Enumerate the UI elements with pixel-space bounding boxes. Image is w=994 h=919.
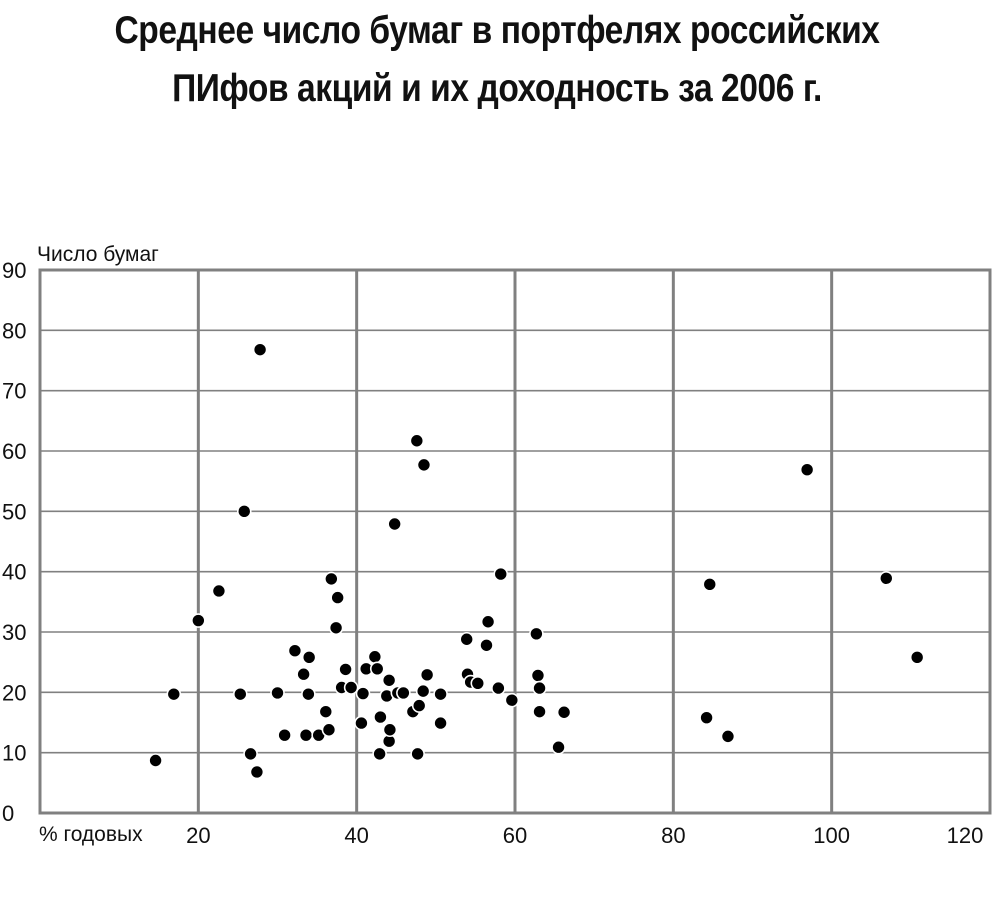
chart-title-line-2: ПИфов акций и их доходность за 2006 г. bbox=[172, 67, 822, 110]
data-point bbox=[909, 650, 925, 665]
data-point bbox=[459, 631, 475, 647]
data-point bbox=[287, 643, 303, 659]
data-point bbox=[318, 704, 334, 719]
data-point bbox=[799, 462, 815, 478]
data-point bbox=[355, 686, 371, 701]
y-tick-label: 40 bbox=[2, 560, 26, 585]
data-point bbox=[387, 516, 402, 532]
data-point bbox=[720, 729, 736, 744]
y-tick-label: 0 bbox=[2, 801, 14, 826]
data-point bbox=[530, 668, 546, 683]
data-point bbox=[504, 692, 520, 708]
data-point bbox=[249, 764, 265, 780]
y-tick-label: 70 bbox=[2, 379, 26, 404]
data-point bbox=[252, 342, 268, 357]
data-point bbox=[470, 675, 486, 691]
x-tick-labels: 20 40 60 80 100 120 bbox=[186, 823, 983, 848]
data-point bbox=[236, 504, 252, 519]
y-tick-label: 80 bbox=[2, 318, 26, 343]
data-point bbox=[232, 686, 248, 702]
data-point bbox=[338, 662, 353, 677]
data-point bbox=[211, 583, 227, 599]
data-point bbox=[343, 680, 359, 695]
data-point bbox=[373, 709, 388, 725]
data-point bbox=[396, 685, 411, 701]
data-point bbox=[551, 739, 566, 755]
data-point bbox=[699, 710, 714, 725]
x-tick-label: 100 bbox=[813, 823, 850, 848]
x-tick-label: 120 bbox=[947, 823, 984, 848]
data-point bbox=[301, 650, 317, 665]
data-point bbox=[382, 722, 398, 738]
x-tick-label: 80 bbox=[661, 823, 685, 848]
data-point bbox=[243, 746, 258, 762]
data-point bbox=[878, 571, 894, 586]
y-tick-label: 90 bbox=[2, 258, 26, 283]
data-point bbox=[148, 753, 163, 768]
x-tick-label: 20 bbox=[186, 823, 210, 848]
data-point bbox=[372, 746, 387, 762]
data-point bbox=[354, 715, 369, 731]
data-point bbox=[480, 614, 496, 630]
chart-title-line-1: Среднее число бумаг в портфелях российск… bbox=[114, 9, 880, 52]
data-point bbox=[324, 571, 339, 587]
data-point bbox=[529, 626, 544, 642]
data-point bbox=[433, 715, 448, 731]
y-tick-labels: 0 10 20 30 40 50 60 70 80 90 bbox=[2, 258, 26, 826]
y-tick-label: 60 bbox=[2, 439, 26, 464]
data-point bbox=[328, 620, 344, 636]
data-point bbox=[532, 680, 547, 696]
data-point bbox=[419, 667, 435, 683]
data-point bbox=[556, 704, 572, 720]
data-point bbox=[301, 686, 316, 702]
data-point bbox=[367, 649, 383, 665]
chart-title: Среднее число бумаг в портфелях российск… bbox=[70, 2, 925, 118]
data-point bbox=[270, 685, 285, 701]
data-point bbox=[411, 698, 427, 713]
data-point bbox=[532, 704, 547, 719]
data-point bbox=[409, 433, 425, 449]
data-points bbox=[148, 342, 925, 780]
x-tick-label: 60 bbox=[503, 823, 527, 848]
grid-lines bbox=[40, 270, 990, 813]
y-tick-label: 20 bbox=[2, 680, 26, 705]
data-point bbox=[191, 613, 206, 628]
y-tick-label: 10 bbox=[2, 741, 26, 766]
data-point bbox=[479, 637, 494, 653]
data-point bbox=[166, 686, 182, 702]
data-point bbox=[277, 727, 292, 743]
data-point bbox=[433, 686, 448, 702]
plot-frame bbox=[38, 268, 992, 815]
data-point bbox=[381, 672, 397, 688]
data-point bbox=[296, 666, 311, 682]
data-point bbox=[493, 566, 509, 582]
data-point bbox=[415, 683, 431, 699]
data-point bbox=[702, 577, 718, 592]
data-point bbox=[298, 727, 314, 743]
data-point bbox=[410, 746, 425, 762]
x-axis-label: % годовых bbox=[39, 823, 143, 846]
data-point bbox=[491, 680, 506, 696]
y-axis-label: Число бумаг bbox=[37, 243, 159, 266]
y-tick-label: 50 bbox=[2, 499, 26, 524]
data-point bbox=[330, 590, 345, 605]
data-point bbox=[416, 457, 432, 473]
data-point bbox=[369, 661, 385, 677]
y-tick-label: 30 bbox=[2, 620, 26, 645]
x-tick-label: 40 bbox=[344, 823, 368, 848]
data-point bbox=[321, 722, 337, 738]
